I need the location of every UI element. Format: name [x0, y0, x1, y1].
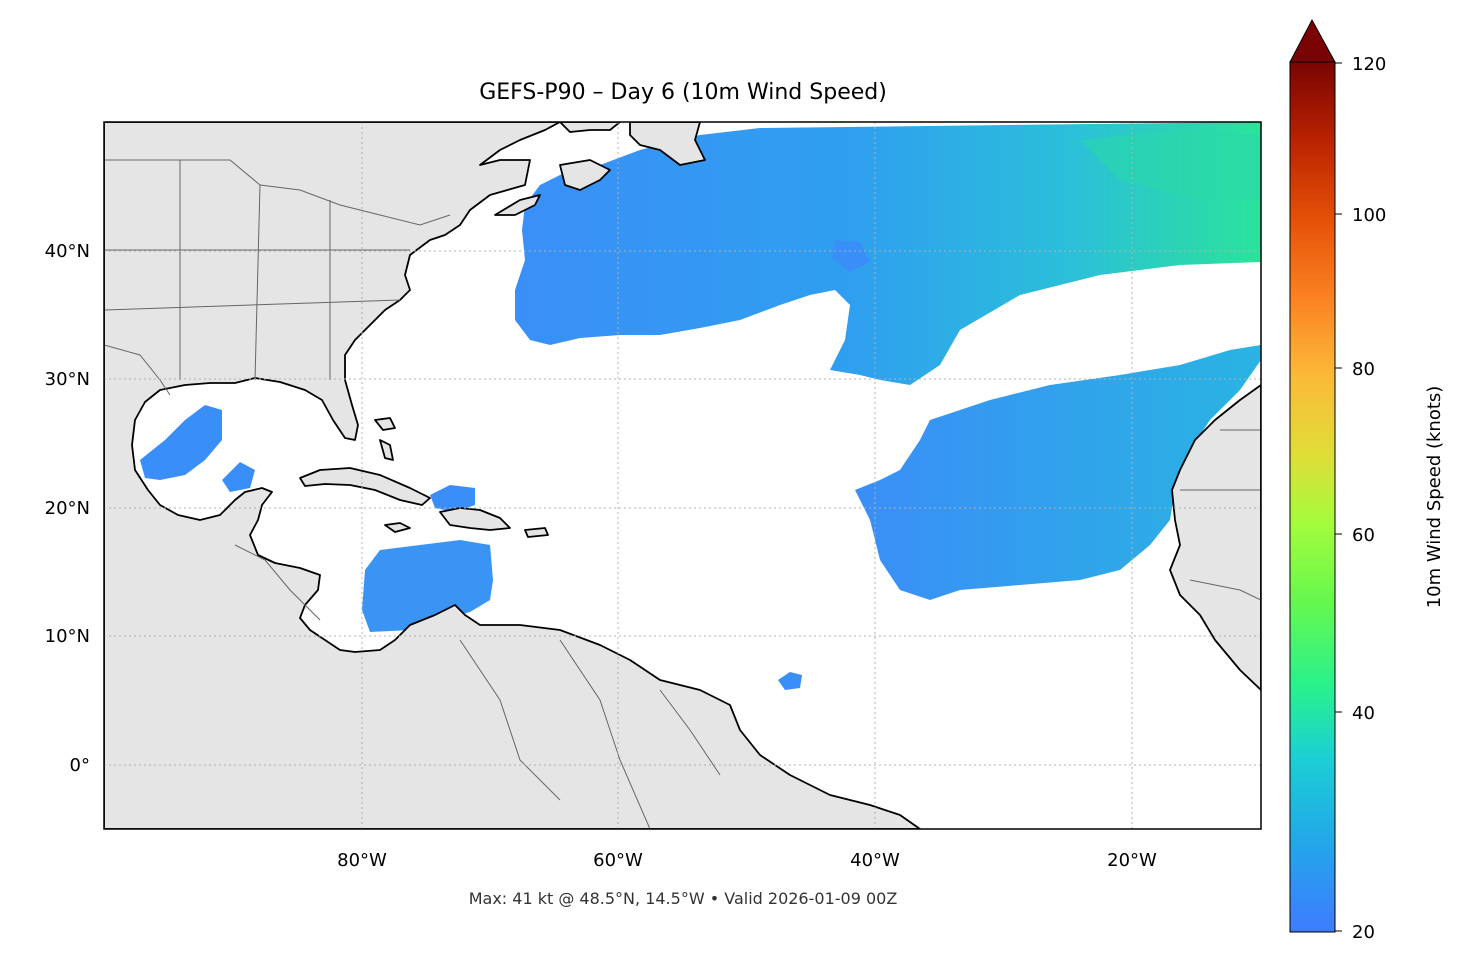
border-africa-3: [1189, 579, 1261, 601]
land: [104, 122, 1261, 829]
wind-region-gulf-south: [222, 462, 255, 492]
border-south-america-3: [659, 689, 721, 776]
land-cuba: [299, 467, 431, 506]
border-us-canada: [104, 159, 451, 226]
colorbar-gradient: [1289, 61, 1336, 933]
wind-region-north-atlantic: [515, 122, 1261, 385]
lat-tick-label: 40°N: [45, 241, 90, 262]
border-us-mexico: [104, 344, 171, 396]
colorbar-ticks: [1335, 62, 1342, 932]
land-africa: [1169, 384, 1261, 691]
borders: [104, 159, 1261, 829]
land-jamaica: [384, 522, 411, 533]
border-south-america-1: [459, 639, 561, 801]
colorbar-tick-label: 120: [1352, 54, 1386, 75]
map-area: [104, 122, 1261, 829]
lon-tick-label: 80°W: [337, 850, 387, 871]
lat-tick-label: 0°: [70, 755, 90, 776]
map-frame: [103, 121, 1262, 830]
lat-tick-label: 20°N: [45, 498, 90, 519]
colorbar-extend-arrow: [1289, 18, 1336, 63]
wind-region-bahamas: [430, 485, 475, 512]
colorbar-tick-label: 20: [1352, 922, 1375, 943]
lat-tick-label: 10°N: [45, 626, 90, 647]
land-europe-top: [629, 122, 706, 166]
max-annotation: Max: 41 kt @ 48.5°N, 14.5°W • Valid 2026…: [469, 889, 898, 908]
wind-region-east-atlantic-patch: [778, 672, 802, 690]
colorbar: 120 100 80 60 40 20 10m Wind Speed (knot…: [1289, 18, 1445, 943]
lat-tick-label: 30°N: [45, 369, 90, 390]
border-states-3: [254, 184, 261, 381]
land-nova-scotia: [494, 194, 541, 216]
lon-tick-label: 20°W: [1107, 850, 1157, 871]
lon-tick-label: 40°W: [850, 850, 900, 871]
colorbar-tick-label: 60: [1352, 525, 1375, 546]
wind-region-north-patch: [1080, 130, 1261, 200]
land-labrador: [559, 122, 621, 133]
colorbar-tick-label: 80: [1352, 359, 1375, 380]
lon-ticks: 80°W 60°W 40°W 20°W: [337, 850, 1157, 871]
land-bahamas-2: [379, 439, 394, 461]
land-hispaniola: [439, 507, 511, 531]
lat-ticks: 40°N 30°N 20°N 10°N 0°: [45, 241, 90, 776]
wind-region-gulf: [140, 405, 222, 480]
border-central-america: [234, 544, 321, 621]
border-south-america-2: [559, 639, 651, 829]
border-states-4: [104, 299, 401, 311]
chart-title: GEFS-P90 – Day 6 (10m Wind Speed): [479, 80, 887, 105]
wind-region-subtropical-atlantic: [855, 345, 1261, 600]
colorbar-tick-label: 40: [1352, 703, 1375, 724]
colorbar-label: 10m Wind Speed (knots): [1424, 386, 1445, 609]
wind-region-central-patch: [832, 240, 870, 272]
lon-tick-label: 60°W: [593, 850, 643, 871]
land-newfoundland: [559, 159, 611, 191]
colorbar-tick-label: 100: [1352, 205, 1386, 226]
land-north-america: [104, 122, 921, 829]
land-bahamas-1: [374, 417, 396, 431]
land-puerto-rico: [524, 527, 549, 538]
